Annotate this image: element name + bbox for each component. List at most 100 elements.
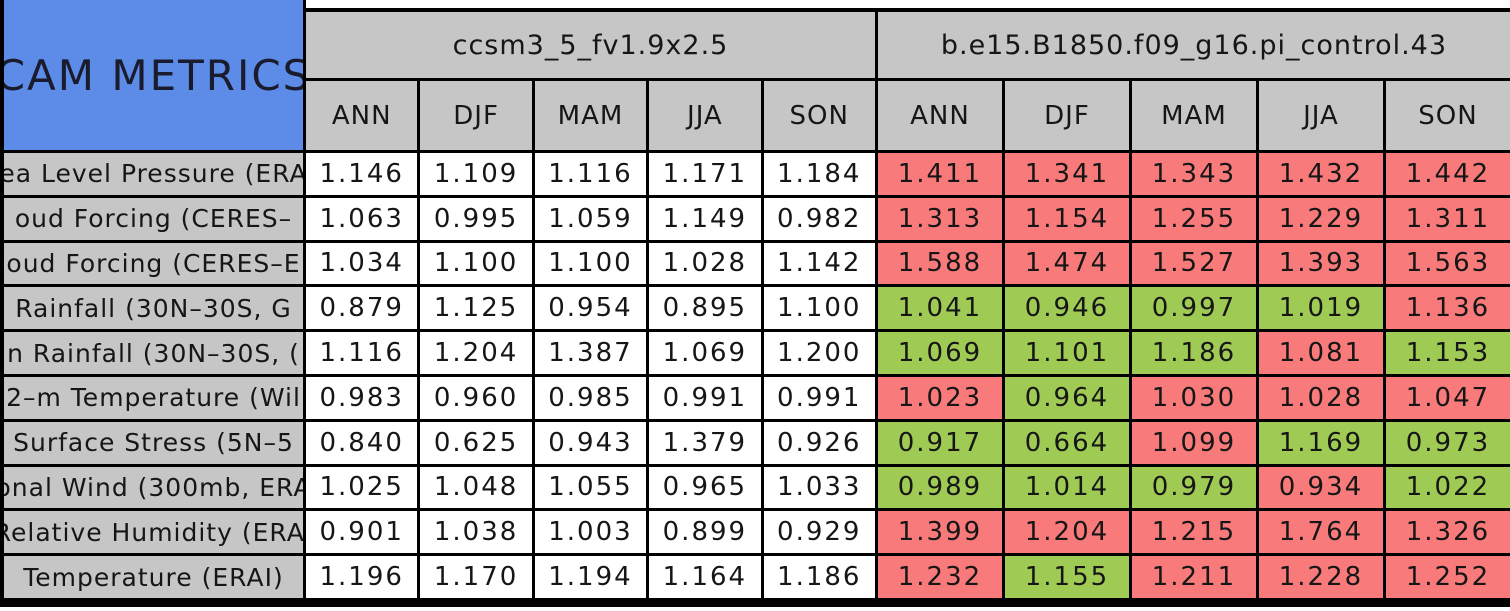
model1-value-cell: 1.033 [763,466,878,512]
model1-value-cell: 0.943 [534,421,650,467]
model1-value-cell: 1.200 [763,332,878,377]
model1-value-cell: 0.901 [306,511,421,557]
model1-value-cell: 0.991 [649,376,764,422]
model2-value-cell: 1.204 [1004,511,1132,557]
model1-value-cell: 1.034 [306,242,421,288]
model1-value-cell: 0.929 [763,511,878,557]
model2-value-cell: 1.313 [877,197,1005,243]
table-bottom-border [0,601,1510,607]
season-header-djf: DJF [420,81,535,153]
model1-value-cell: 0.926 [763,421,878,467]
model2-value-cell: 0.979 [1131,466,1259,512]
model2-value-cell: 0.964 [1004,376,1132,422]
model2-value-cell: 1.154 [1004,197,1132,243]
model2-value-cell: 1.101 [1004,332,1132,377]
season-header-jja: JJA [1258,81,1386,153]
model1-value-cell: 0.895 [649,287,764,333]
model2-value-cell: 1.136 [1385,287,1510,333]
model2-value-cell: 0.934 [1258,466,1386,512]
model2-value-cell: 1.442 [1385,153,1510,198]
model1-value-cell: 1.387 [534,332,650,377]
model2-value-cell: 1.232 [877,556,1005,601]
model2-value-cell: 1.019 [1258,287,1386,333]
model1-value-cell: 0.965 [649,466,764,512]
model2-value-cell: 1.229 [1258,197,1386,243]
model1-value-cell: 1.196 [306,556,421,601]
model2-value-cell: 1.563 [1385,242,1510,288]
season-header-mam: MAM [1131,81,1259,153]
model2-value-cell: 1.255 [1131,197,1259,243]
model1-value-cell: 0.960 [420,376,535,422]
model2-value-cell: 1.030 [1131,376,1259,422]
model1-value-cell: 0.625 [420,421,535,467]
model1-value-cell: 0.840 [306,421,421,467]
model1-value-cell: 1.063 [306,197,421,243]
model1-value-cell: 1.038 [420,511,535,557]
model1-value-cell: 1.146 [306,153,421,198]
model1-value-cell: 0.985 [534,376,650,422]
model1-value-cell: 1.028 [649,242,764,288]
model1-value-cell: 1.055 [534,466,650,512]
model1-value-cell: 1.100 [763,287,878,333]
model2-value-cell: 1.069 [877,332,1005,377]
model1-value-cell: 1.142 [763,242,878,288]
model2-value-cell: 1.527 [1131,242,1259,288]
model2-value-cell: 1.326 [1385,511,1510,557]
model2-value-cell: 0.989 [877,466,1005,512]
model1-value-cell: 1.116 [534,153,650,198]
row-label: Rainfall (30N–30S, G [0,287,306,333]
model2-value-cell: 1.041 [877,287,1005,333]
model2-value-cell: 1.022 [1385,466,1510,512]
model2-value-cell: 1.764 [1258,511,1386,557]
row-label: oud Forcing (CERES– [0,197,306,243]
season-header-ann: ANN [877,81,1005,153]
model1-value-cell: 1.194 [534,556,650,601]
season-header-djf: DJF [1004,81,1132,153]
model2-value-cell: 1.393 [1258,242,1386,288]
model1-value-cell: 1.059 [534,197,650,243]
model1-value-cell: 1.048 [420,466,535,512]
model2-value-cell: 1.099 [1131,421,1259,467]
model2-value-cell: 1.474 [1004,242,1132,288]
season-header-son: SON [1385,81,1510,153]
model1-value-cell: 1.109 [420,153,535,198]
model2-value-cell: 0.946 [1004,287,1132,333]
model1-value-cell: 1.171 [649,153,764,198]
model1-value-cell: 0.995 [420,197,535,243]
row-label: 2–m Temperature (Wil [0,376,306,422]
model1-value-cell: 1.164 [649,556,764,601]
model1-value-cell: 0.991 [763,376,878,422]
row-label: n Rainfall (30N–30S, ( [0,332,306,377]
model2-value-cell: 1.215 [1131,511,1259,557]
model1-value-cell: 0.954 [534,287,650,333]
model1-value-cell: 0.879 [306,287,421,333]
row-label: ea Level Pressure (ERA [0,153,306,198]
model2-value-cell: 1.588 [877,242,1005,288]
model2-header: b.e15.B1850.f09_g16.pi_control.43 [877,8,1510,81]
model2-value-cell: 1.028 [1258,376,1386,422]
model1-value-cell: 1.149 [649,197,764,243]
row-label: Surface Stress (5N–5 [0,421,306,467]
model2-value-cell: 0.973 [1385,421,1510,467]
model2-value-cell: 0.997 [1131,287,1259,333]
page-title: CAM METRICS [0,50,306,100]
row-label: onal Wind (300mb, ERA [0,466,306,512]
season-header-jja: JJA [649,81,764,153]
model1-value-cell: 1.186 [763,556,878,601]
metrics-table: ccsm3_5_fv1.9x2.5 b.e15.B1850.f09_g16.pi… [0,8,1510,601]
model2-value-cell: 1.186 [1131,332,1259,377]
model2-value-cell: 0.664 [1004,421,1132,467]
model1-value-cell: 1.125 [420,287,535,333]
row-label: oud Forcing (CERES–E [0,242,306,288]
model2-value-cell: 1.411 [877,153,1005,198]
model1-value-cell: 0.899 [649,511,764,557]
model1-value-cell: 1.003 [534,511,650,557]
row-label: Relative Humidity (ERAI [0,511,306,557]
model1-value-cell: 1.379 [649,421,764,467]
model2-value-cell: 1.228 [1258,556,1386,601]
model1-value-cell: 1.025 [306,466,421,512]
model2-value-cell: 1.432 [1258,153,1386,198]
model2-value-cell: 1.155 [1004,556,1132,601]
model1-value-cell: 1.116 [306,332,421,377]
